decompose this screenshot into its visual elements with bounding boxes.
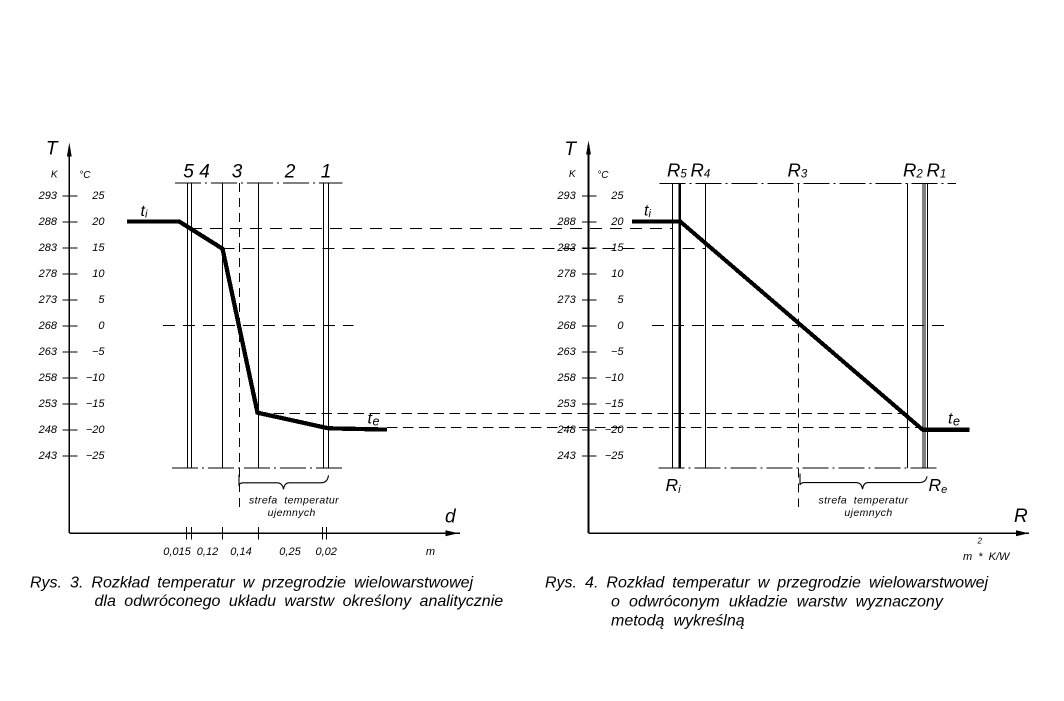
svg-text:15: 15 bbox=[92, 242, 105, 254]
svg-text:−10: −10 bbox=[86, 372, 106, 384]
svg-text:m * K/W: m * K/W bbox=[963, 551, 1011, 563]
svg-text:−20: −20 bbox=[86, 424, 106, 436]
svg-text:273: 273 bbox=[38, 294, 58, 306]
svg-text:K: K bbox=[51, 170, 59, 181]
svg-text:253: 253 bbox=[556, 398, 576, 410]
svg-text:258: 258 bbox=[38, 372, 58, 384]
svg-text:243: 243 bbox=[556, 450, 576, 462]
svg-text:253: 253 bbox=[38, 398, 58, 410]
svg-text:283: 283 bbox=[38, 242, 58, 254]
svg-text:0: 0 bbox=[617, 320, 624, 332]
svg-text:strefa temperatur: strefa temperatur bbox=[818, 495, 908, 507]
svg-text:−15: −15 bbox=[86, 398, 106, 410]
svg-text:5: 5 bbox=[98, 294, 105, 306]
svg-text:10: 10 bbox=[611, 268, 624, 280]
svg-text:248: 248 bbox=[38, 424, 58, 436]
svg-text:293: 293 bbox=[38, 190, 58, 202]
svg-text:ti: ti bbox=[644, 203, 651, 221]
svg-text:o odwróconym układzie warstw w: o odwróconym układzie warstw wyznaczony bbox=[611, 594, 944, 611]
svg-text:dla odwróconego układu warstw: dla odwróconego układu warstw określony … bbox=[95, 593, 504, 610]
svg-text:5: 5 bbox=[617, 294, 624, 306]
svg-text:283: 283 bbox=[556, 242, 576, 254]
svg-text:263: 263 bbox=[38, 346, 58, 358]
svg-text:0,015: 0,015 bbox=[163, 546, 191, 558]
svg-text:268: 268 bbox=[38, 320, 58, 332]
svg-text:d: d bbox=[445, 507, 457, 528]
svg-text:m: m bbox=[426, 546, 435, 558]
svg-text:Rys. 4. Rozkład temperatur w p: Rys. 4. Rozkład temperatur w przegrodzie… bbox=[545, 575, 989, 592]
svg-text:258: 258 bbox=[556, 372, 576, 384]
svg-text:−5: −5 bbox=[611, 346, 624, 358]
svg-text:10: 10 bbox=[92, 268, 105, 280]
svg-text:2: 2 bbox=[284, 162, 296, 183]
svg-text:293: 293 bbox=[556, 190, 576, 202]
svg-text:15: 15 bbox=[611, 242, 624, 254]
svg-text:ujemnych: ujemnych bbox=[268, 507, 316, 519]
svg-text:metodą wykreślną: metodą wykreślną bbox=[611, 613, 745, 630]
svg-text:Rys. 3. Rozkład temperatur w p: Rys. 3. Rozkład temperatur w przegrodzie… bbox=[30, 575, 474, 592]
svg-text:0: 0 bbox=[98, 320, 105, 332]
svg-text:243: 243 bbox=[38, 450, 58, 462]
svg-text:0,12: 0,12 bbox=[197, 546, 218, 558]
svg-text:278: 278 bbox=[38, 268, 58, 280]
svg-text:°C: °C bbox=[79, 170, 91, 181]
svg-text:0,14: 0,14 bbox=[230, 546, 251, 558]
svg-text:T: T bbox=[564, 139, 577, 160]
svg-text:strefa temperatur: strefa temperatur bbox=[249, 495, 339, 507]
svg-text:278: 278 bbox=[556, 268, 576, 280]
svg-text:25: 25 bbox=[91, 190, 105, 202]
svg-text:−25: −25 bbox=[86, 450, 106, 462]
svg-text:−5: −5 bbox=[92, 346, 105, 358]
svg-text:Ri: Ri bbox=[666, 475, 682, 496]
svg-text:2: 2 bbox=[977, 537, 983, 546]
svg-text:20: 20 bbox=[610, 216, 624, 228]
svg-text:4: 4 bbox=[199, 162, 210, 183]
svg-text:20: 20 bbox=[91, 216, 105, 228]
svg-text:te: te bbox=[948, 411, 960, 429]
svg-text:ti: ti bbox=[141, 203, 148, 221]
svg-text:te: te bbox=[368, 411, 380, 429]
svg-text:3: 3 bbox=[232, 162, 243, 183]
svg-text:°C: °C bbox=[597, 170, 609, 181]
svg-text:288: 288 bbox=[556, 216, 576, 228]
svg-text:R: R bbox=[1014, 506, 1028, 527]
svg-text:273: 273 bbox=[556, 294, 576, 306]
svg-text:K: K bbox=[569, 169, 577, 180]
svg-text:268: 268 bbox=[556, 320, 576, 332]
svg-text:−25: −25 bbox=[605, 450, 625, 462]
svg-text:−15: −15 bbox=[605, 398, 625, 410]
svg-text:25: 25 bbox=[610, 190, 624, 202]
svg-text:288: 288 bbox=[38, 216, 58, 228]
svg-text:5: 5 bbox=[183, 162, 194, 183]
svg-text:263: 263 bbox=[556, 346, 576, 358]
svg-text:0,25: 0,25 bbox=[279, 546, 301, 558]
svg-text:1: 1 bbox=[321, 162, 332, 183]
svg-text:ujemnych: ujemnych bbox=[844, 507, 892, 519]
svg-text:−10: −10 bbox=[605, 372, 625, 384]
svg-text:T: T bbox=[46, 139, 59, 160]
svg-text:0,02: 0,02 bbox=[315, 546, 336, 558]
svg-text:−20: −20 bbox=[605, 424, 625, 436]
svg-text:248: 248 bbox=[556, 424, 576, 436]
